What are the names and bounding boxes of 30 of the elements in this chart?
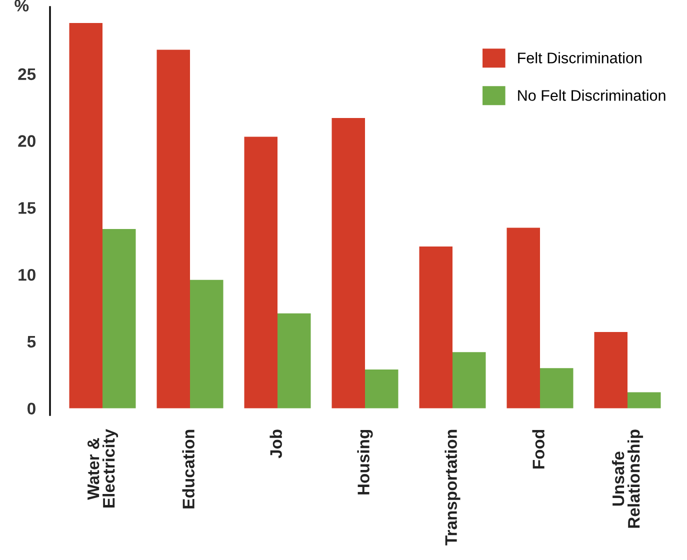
bar [156,50,190,408]
x-tick-label: Water & Electricity [88,428,118,508]
legend-label: Felt Discrimination [518,52,642,64]
x-tick-label: Transportation [444,430,460,546]
y-tick-label: 0 [28,402,36,415]
bar [69,23,102,408]
x-tick-label: Education [182,430,194,508]
x-tick-label: Unsafe Relationship [612,430,644,528]
y-tick-label: 10 [18,268,36,281]
y-tick-label: 25 [18,68,36,80]
bar [190,280,224,408]
x-tick-label: Job [270,430,282,458]
y-tick-label: 5 [27,336,36,348]
bar [594,332,628,408]
y-tick-label: 15 [18,202,36,214]
bar [452,352,486,408]
bar [506,228,540,408]
bar [332,118,365,408]
bar [244,136,278,408]
bar [278,313,311,408]
y-axis-title: % [14,0,29,12]
x-tick-label: Food [532,430,544,468]
legend-label: No Felt Discrimination [518,90,666,101]
bar [540,368,574,408]
bar [419,246,452,408]
bar [102,229,136,408]
bar [628,392,661,408]
x-tick-label: Housing [357,430,373,494]
y-tick-label: 20 [18,135,36,147]
bar [365,370,398,408]
